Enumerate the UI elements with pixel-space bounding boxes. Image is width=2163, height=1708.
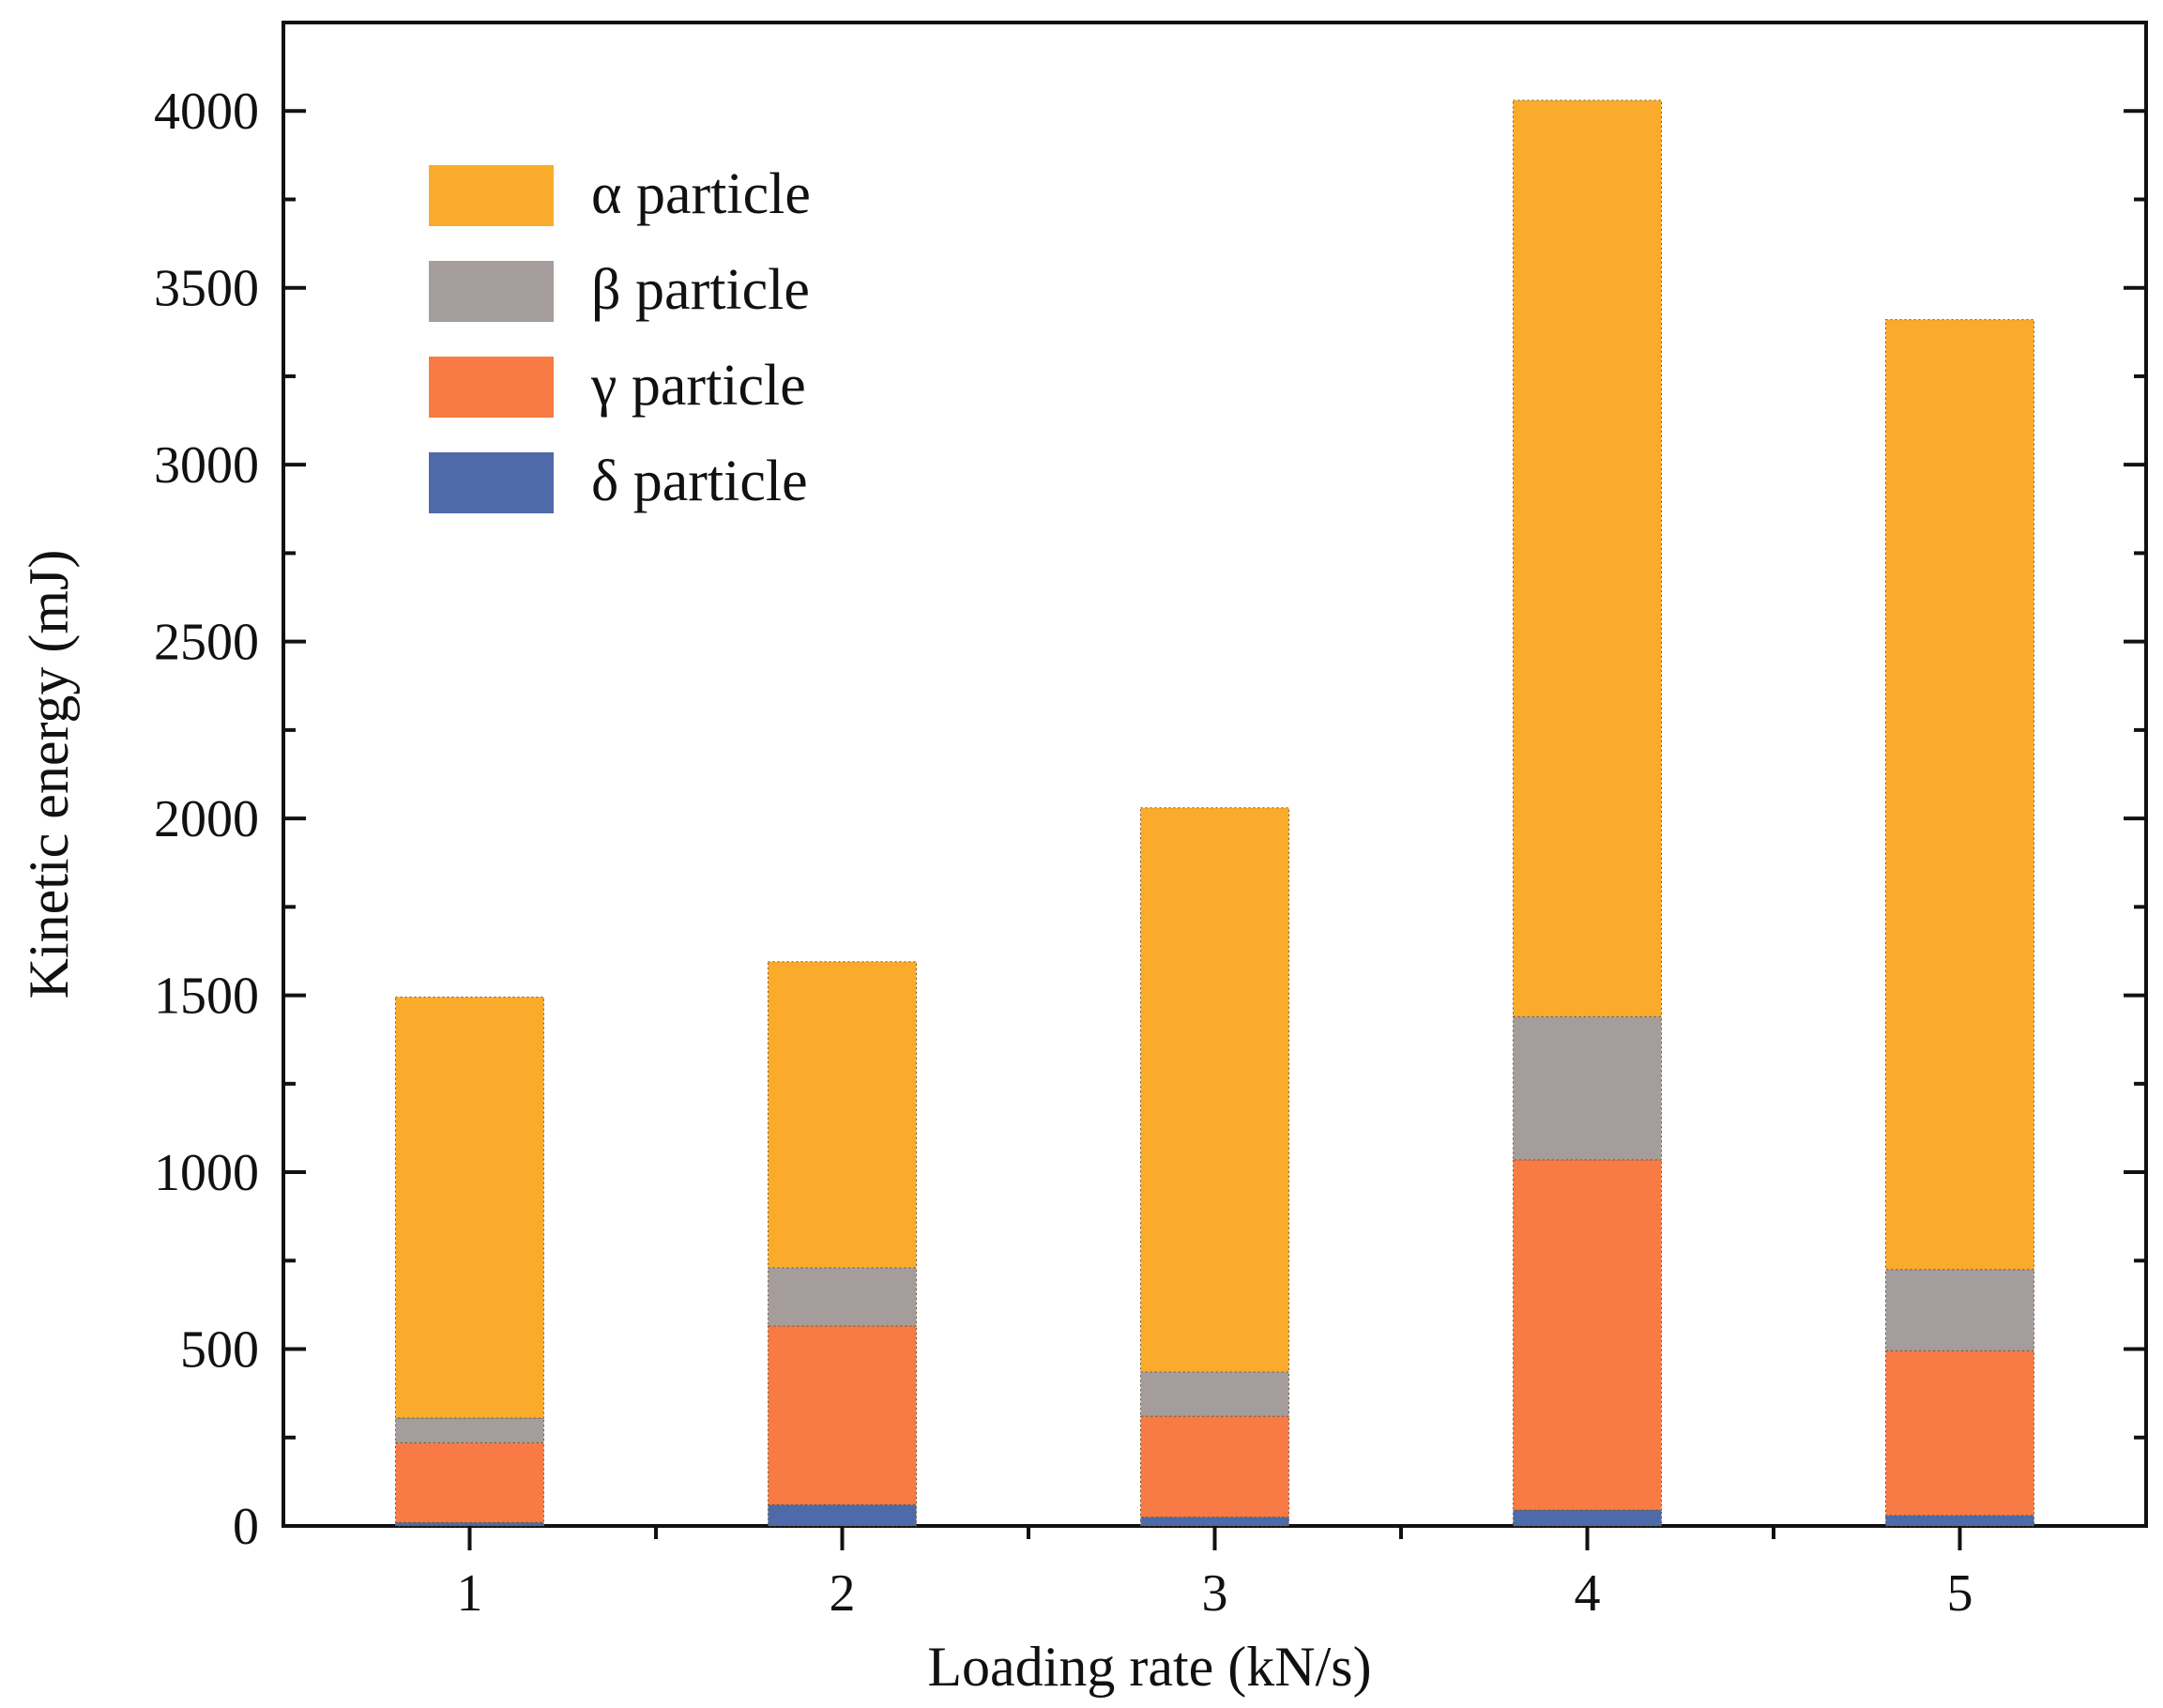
bar-segment-4-2 (1513, 1159, 1662, 1511)
bar-segment-1-3 (395, 1417, 544, 1443)
legend-label: δ particle (591, 450, 808, 513)
bar-segment-5-4 (1885, 319, 2034, 1271)
y-tick-label: 500 (180, 1321, 259, 1380)
bar-segment-3-3 (1140, 1371, 1289, 1417)
x-tick-label: 4 (1575, 1564, 1601, 1623)
x-tick-label: 1 (457, 1564, 483, 1623)
legend: α particle β particle γ particle δ particle (429, 162, 811, 513)
y-tick-label: 1500 (154, 968, 259, 1026)
y-axis: 0 500 1000 1500 2000 2500 3000 3500 4000 (154, 83, 2146, 1556)
bar-segment-2-2 (768, 1325, 917, 1505)
legend-swatch (429, 165, 554, 226)
bar-segment-1-1 (395, 1521, 544, 1527)
y-tick-label: 2500 (154, 614, 259, 672)
y-tick-label: 4000 (154, 83, 259, 141)
bar-segment-5-3 (1885, 1269, 2034, 1351)
y-tick-label: 3500 (154, 260, 259, 318)
y-tick-label: 2000 (154, 790, 259, 848)
x-tick-label: 5 (1947, 1564, 1973, 1623)
y-axis-title: Kinetic energy (mJ) (18, 550, 80, 999)
legend-swatch (429, 357, 554, 418)
bar-segment-4-1 (1513, 1509, 1662, 1527)
bar-segment-2-4 (768, 961, 917, 1269)
legend-label: β particle (591, 258, 810, 322)
bar-segment-1-4 (395, 996, 544, 1419)
legend-swatch (429, 261, 554, 322)
bar-segment-3-1 (1140, 1517, 1289, 1527)
x-tick-label: 2 (830, 1564, 856, 1623)
bar-segment-1-2 (395, 1441, 544, 1523)
legend-label: α particle (591, 162, 811, 226)
legend-swatch (429, 452, 554, 513)
x-axis: 1 2 3 4 5 (457, 1526, 1973, 1623)
y-tick-label: 0 (233, 1498, 259, 1556)
bar-segment-3-4 (1140, 807, 1289, 1373)
bars-group (395, 99, 2034, 1527)
bar-segment-2-1 (768, 1503, 917, 1527)
bar-segment-5-1 (1885, 1515, 2034, 1527)
y-tick-label: 3000 (154, 436, 259, 495)
legend-label: γ particle (590, 354, 806, 418)
bar-segment-3-2 (1140, 1415, 1289, 1518)
y-tick-label: 1000 (154, 1144, 259, 1202)
bar-segment-4-3 (1513, 1015, 1662, 1161)
x-axis-title: Loading rate (kN/s) (927, 1636, 1371, 1698)
x-tick-label: 3 (1202, 1564, 1228, 1623)
bar-segment-4-4 (1513, 99, 1662, 1017)
bar-segment-5-2 (1885, 1350, 2034, 1517)
bar-segment-2-3 (768, 1267, 917, 1327)
